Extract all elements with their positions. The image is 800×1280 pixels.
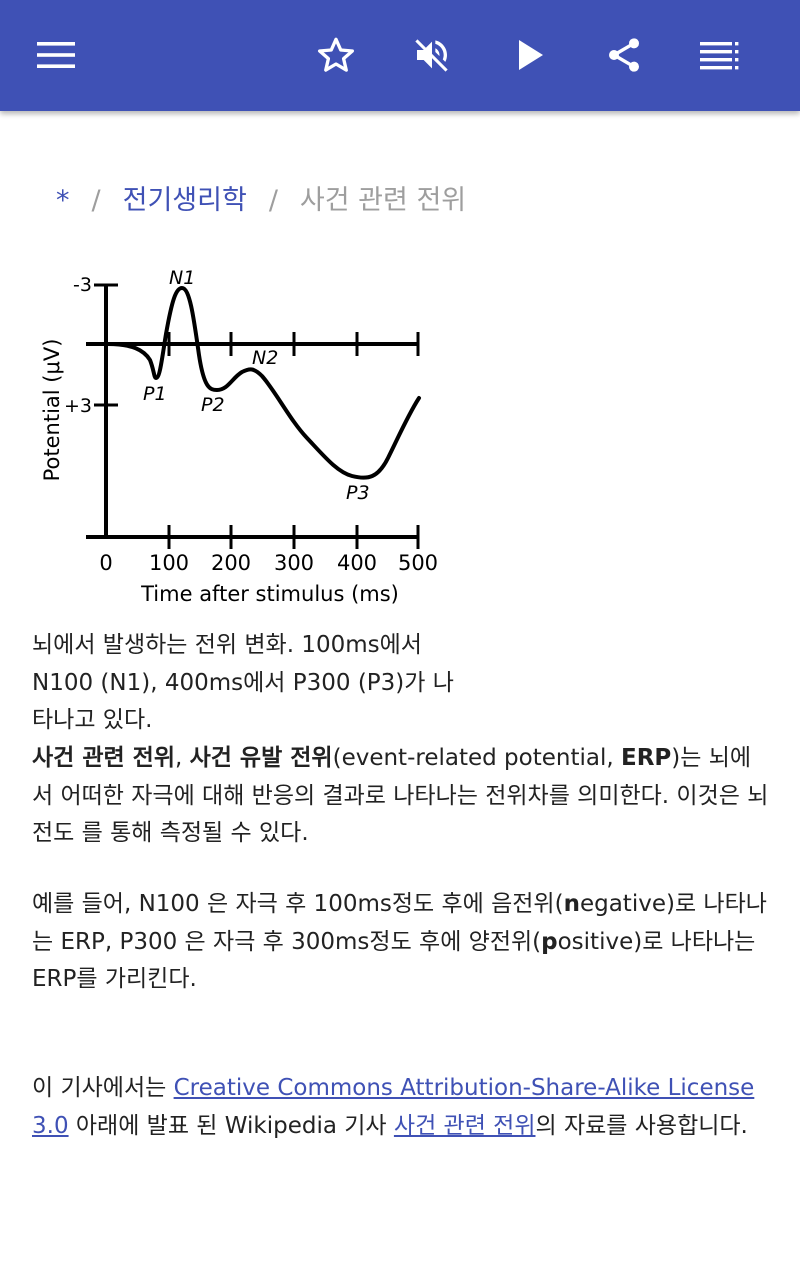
license-notice: 이 기사에서는 Creative Commons Attribution-Sha… — [32, 1070, 772, 1145]
baseline-ticks — [167, 332, 420, 356]
breadcrumb-home-link[interactable]: * — [56, 185, 70, 216]
top-app-bar — [0, 0, 800, 111]
breadcrumb-separator: / — [91, 185, 101, 216]
x-axis-ticks — [167, 525, 420, 549]
peak-label-p1: P1 — [143, 383, 167, 405]
caption-line: N100 (N1), 400ms에서 P300 (P3)가 나 — [32, 669, 454, 696]
bookmark-button[interactable] — [306, 24, 366, 86]
figure-caption: 뇌에서 발생하는 전위 변화. 100ms에서 N100 (N1), 400ms… — [32, 627, 472, 740]
x-tick-label: 500 — [398, 551, 438, 575]
text: 아래에 발표 된 Wikipedia 기사 — [68, 1112, 394, 1139]
hamburger-icon — [37, 42, 75, 68]
peak-label-n2: N2 — [252, 347, 278, 369]
contents-button[interactable] — [690, 24, 750, 86]
letter-bold: p — [541, 928, 558, 955]
term-bold: 사건 유발 전위 — [189, 745, 333, 771]
caption-line: 타나고 있다. — [32, 707, 153, 733]
peak-label-p3: P3 — [346, 482, 370, 504]
peak-label-n1: N1 — [169, 267, 195, 289]
x-tick-label: 100 — [149, 551, 189, 575]
breadcrumb-current: 사건 관련 전위 — [299, 185, 467, 216]
breadcrumb-separator: / — [268, 185, 278, 216]
text: )는 뇌에서 어떠한 자극에 대해 반응의 결과로 나타나는 전위차를 의미한다… — [32, 745, 769, 846]
text: 이 기사에서는 — [32, 1075, 174, 1101]
star-outline-icon — [318, 37, 354, 72]
text: 의 자료를 사용합니다. — [535, 1112, 748, 1139]
text: 예를 들어, N100 은 자극 후 100ms정도 후에 음전위( — [32, 891, 564, 917]
article-paragraph: 예를 들어, N100 은 자극 후 100ms정도 후에 음전위(negati… — [32, 886, 772, 999]
play-button[interactable] — [500, 24, 560, 86]
x-tick-label: 0 — [99, 551, 112, 575]
term-bold: 사건 관련 전위 — [32, 745, 175, 771]
x-tick-label: 200 — [211, 551, 251, 575]
text: (event-related potential, — [332, 745, 621, 771]
caption-line: 뇌에서 발생하는 전위 변화. 100ms에서 — [32, 632, 422, 658]
share-button[interactable] — [594, 24, 654, 86]
text: ositive)로 나타나는 ERP를 가리킨다. — [32, 928, 756, 993]
article-paragraph: 사건 관련 전위, 사건 유발 전위(event-related potenti… — [32, 740, 772, 853]
erp-waveform-line — [106, 286, 421, 480]
x-tick-label: 300 — [274, 551, 314, 575]
breadcrumb: * / 전기생리학 / 사건 관련 전위 — [56, 178, 466, 217]
volume-off-icon — [415, 39, 448, 72]
share-icon — [609, 38, 639, 72]
y-tick-label: -3 — [73, 274, 92, 296]
x-tick-label: 400 — [337, 551, 377, 575]
erp-waveform-figure[interactable]: -3 +3 0 100 200 300 400 500 Time after s… — [32, 260, 452, 610]
y-axis-label: Potential (μV) — [40, 339, 64, 482]
y-tick-label: +3 — [64, 395, 92, 417]
source-article-link[interactable]: 사건 관련 전위 — [393, 1112, 536, 1139]
menu-button[interactable] — [26, 24, 86, 86]
mute-button[interactable] — [402, 24, 462, 86]
peak-label-p2: P2 — [201, 394, 225, 416]
abbr-bold: ERP — [620, 745, 672, 771]
breadcrumb-category-link[interactable]: 전기생리학 — [122, 185, 247, 216]
play-icon — [519, 40, 543, 70]
list-icon — [700, 42, 739, 70]
text: , — [174, 745, 190, 771]
text: egative)로 나타나는 ERP, P300 은 자극 후 300ms정도 … — [32, 891, 767, 955]
letter-bold: n — [563, 891, 580, 917]
x-axis-label: Time after stimulus (ms) — [140, 582, 399, 606]
license-link[interactable]: Creative Commons Attribution-Share-Alike… — [32, 1075, 755, 1139]
